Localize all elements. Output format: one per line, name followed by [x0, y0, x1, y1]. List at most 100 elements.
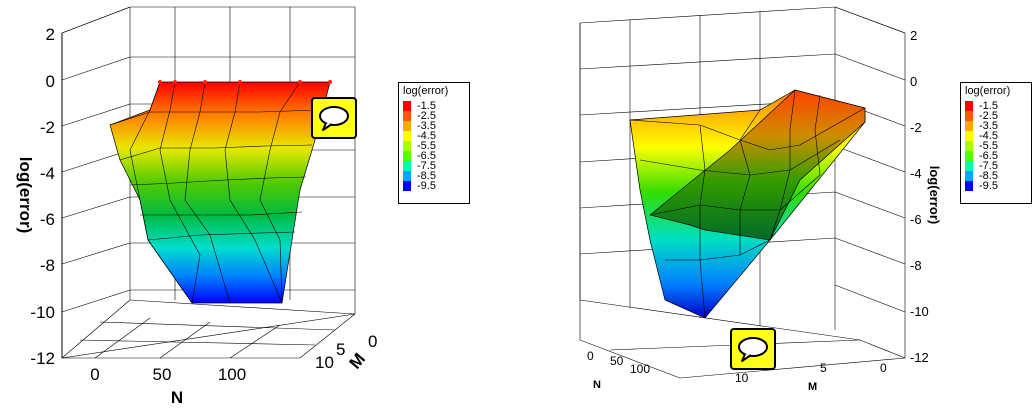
right-x-tick: 50: [610, 354, 624, 368]
legend-swatch: [403, 141, 411, 151]
left-z-axis-label: log(error): [16, 157, 35, 234]
legend-item: -5.5: [403, 140, 503, 152]
legend-value: -9.5: [979, 180, 998, 192]
comment-button[interactable]: [730, 328, 776, 370]
legend-value: -7.5: [979, 160, 998, 172]
left-z-ticks: 2 0 -2 -4 -6 -8 -10 -12: [30, 25, 55, 368]
right-z-tick: 2: [910, 28, 917, 43]
right-surface: [629, 89, 866, 319]
legend-item: -7.5: [403, 160, 503, 172]
right-y-axis-label: M: [808, 381, 817, 393]
legend-swatch: [403, 181, 411, 191]
left-z-tick: -10: [30, 303, 55, 322]
legend-swatch: [965, 111, 973, 121]
legend-value: -4.5: [979, 130, 998, 142]
legend-item: -4.5: [403, 130, 503, 142]
legend-swatch: [965, 101, 973, 111]
right-x-tick: 0: [587, 349, 594, 363]
right-z-ticks: 2 0 -2 -4 -6 -8 -10 -12: [910, 28, 929, 365]
left-z-tick: 2: [46, 25, 55, 44]
comment-button[interactable]: [311, 97, 357, 139]
legend-item: -2.5: [965, 110, 1032, 122]
left-y-ticks: 0 5 10: [315, 332, 377, 372]
legend-value: -3.5: [417, 120, 436, 132]
legend-title: log(error): [403, 85, 449, 97]
left-x-axis-label: N: [171, 388, 183, 407]
left-surface: [109, 80, 332, 304]
left-z-tick: -8: [40, 256, 55, 275]
legend-swatch: [403, 121, 411, 131]
legend-swatch: [965, 131, 973, 141]
legend-value: -2.5: [417, 110, 436, 122]
left-chart: 2 0 -2 -4 -6 -8 -10 -12 log(error) 0 50 …: [16, 6, 377, 407]
right-z-tick: 0: [910, 74, 917, 89]
legend-item: -5.5: [965, 140, 1032, 152]
right-y-tick: 10: [735, 371, 749, 385]
left-x-tick: 0: [90, 365, 99, 384]
right-z-axis-label: log(error): [927, 166, 942, 225]
legend-value: -1.5: [979, 100, 998, 112]
legend-value: -8.5: [417, 170, 436, 182]
legend-swatch: [965, 161, 973, 171]
legend-swatch: [965, 121, 973, 131]
legend-item: -3.5: [403, 120, 503, 132]
right-x-axis-label: N: [593, 379, 601, 391]
legend-value: -3.5: [979, 120, 998, 132]
legend-item: -6.5: [403, 150, 503, 162]
right-z-tick: -12: [910, 350, 929, 365]
left-x-ticks: 0 50 100: [90, 365, 246, 384]
legend-swatch: [965, 141, 973, 151]
speech-bubble-icon: [319, 106, 349, 131]
right-z-tick: -2: [910, 120, 922, 135]
legend-value: -5.5: [979, 140, 998, 152]
left-z-tick: -6: [40, 210, 55, 229]
right-x-tick: 100: [630, 362, 650, 376]
legend-item: -4.5: [965, 130, 1032, 142]
legend-value: -6.5: [417, 150, 436, 162]
left-legend: log(error) -1.5 -2.5 -3.5 -4.5 -5.5 -6.5…: [398, 82, 470, 204]
legend-item: -3.5: [965, 120, 1032, 132]
legend-value: -2.5: [979, 110, 998, 122]
right-z-tick: -10: [910, 304, 929, 319]
legend-item: -6.5: [965, 150, 1032, 162]
legend-swatch: [403, 111, 411, 121]
left-y-tick: 5: [336, 340, 345, 359]
legend-value: -5.5: [417, 140, 436, 152]
left-z-tick: -2: [40, 118, 55, 137]
legend-item: -2.5: [403, 110, 503, 122]
right-y-ticks: 10 5 0: [735, 361, 887, 385]
legend-swatch: [965, 171, 973, 181]
legend-item: -1.5: [403, 100, 503, 112]
speech-bubble-icon: [738, 337, 768, 362]
legend-value: -4.5: [417, 130, 436, 142]
legend-value: -7.5: [417, 160, 436, 172]
legend-swatch: [403, 101, 411, 111]
legend-swatch: [403, 161, 411, 171]
right-chart: 2 0 -2 -4 -6 -8 -10 -12 log(error) 0 50 …: [579, 6, 942, 393]
left-x-tick: 50: [153, 365, 172, 384]
legend-item: -8.5: [965, 170, 1032, 182]
right-y-tick: 0: [880, 361, 887, 375]
legend-item: -9.5: [965, 180, 1032, 192]
legend-title: log(error): [965, 85, 1011, 97]
legend-value: -9.5: [417, 180, 436, 192]
left-z-tick: -4: [40, 164, 55, 183]
right-z-tick: -6: [910, 212, 922, 227]
legend-swatch: [965, 181, 973, 191]
left-x-tick: 100: [218, 365, 246, 384]
right-x-ticks: 0 50 100: [587, 349, 650, 376]
legend-swatch: [403, 151, 411, 161]
legend-value: -1.5: [417, 100, 436, 112]
right-y-tick: 5: [820, 361, 827, 375]
legend-swatch: [965, 151, 973, 161]
left-y-axis-label: M: [346, 350, 370, 373]
legend-item: -1.5: [965, 100, 1032, 112]
left-y-tick: 10: [315, 353, 334, 372]
legend-item: -9.5: [403, 180, 503, 192]
legend-item: -7.5: [965, 160, 1032, 172]
legend-value: -6.5: [979, 150, 998, 162]
legend-swatch: [403, 131, 411, 141]
legend-swatch: [403, 171, 411, 181]
